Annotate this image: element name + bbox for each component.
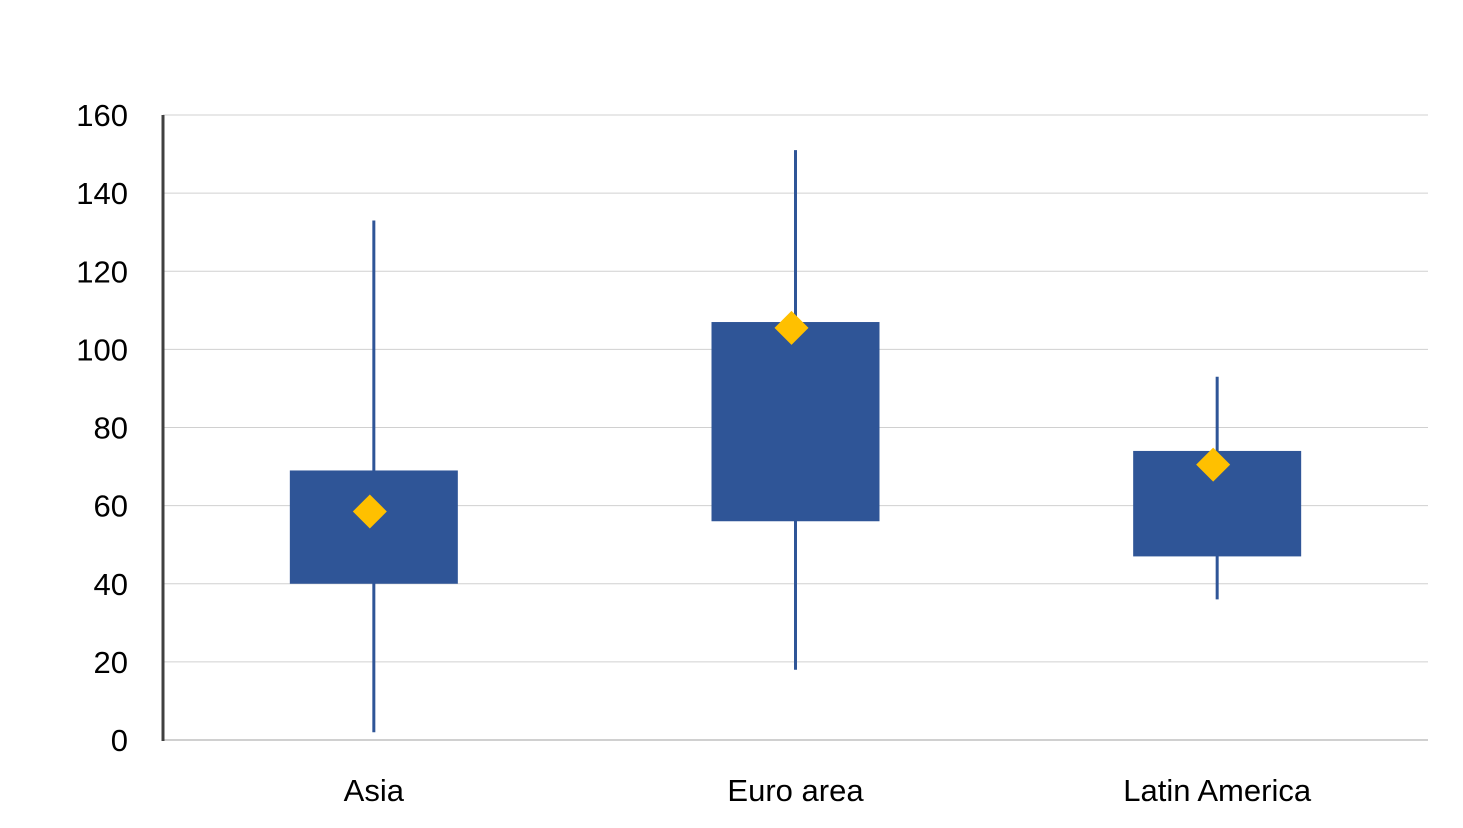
axes: [161, 115, 1428, 741]
y-tick-label: 80: [94, 411, 128, 446]
y-tick-label: 120: [76, 254, 128, 289]
box-group: [289, 220, 458, 733]
box-group: [711, 150, 880, 670]
data-marks: [289, 150, 1302, 733]
box-bar: [289, 470, 458, 584]
box-bar: [711, 322, 880, 522]
axis-labels: 0 20 40 60 80 100 120 140 160 Asia Euro area Latin …: [76, 98, 1312, 808]
y-tick-label: 20: [94, 645, 128, 680]
diamond-marker: [352, 494, 387, 529]
box-group: [1133, 376, 1302, 600]
x-category-label: Asia: [344, 773, 405, 808]
y-tick-label: 100: [76, 332, 128, 367]
x-category-label: Latin America: [1123, 773, 1312, 808]
y-tick-label: 160: [76, 98, 128, 133]
y-tick-label: 60: [94, 489, 128, 524]
y-tick-label: 0: [111, 723, 128, 758]
x-category-label: Euro area: [727, 773, 864, 808]
y-tick-label: 140: [76, 176, 128, 211]
diamond-marker: [1196, 447, 1231, 482]
y-tick-label: 40: [94, 567, 128, 602]
diamond-marker: [774, 310, 809, 345]
